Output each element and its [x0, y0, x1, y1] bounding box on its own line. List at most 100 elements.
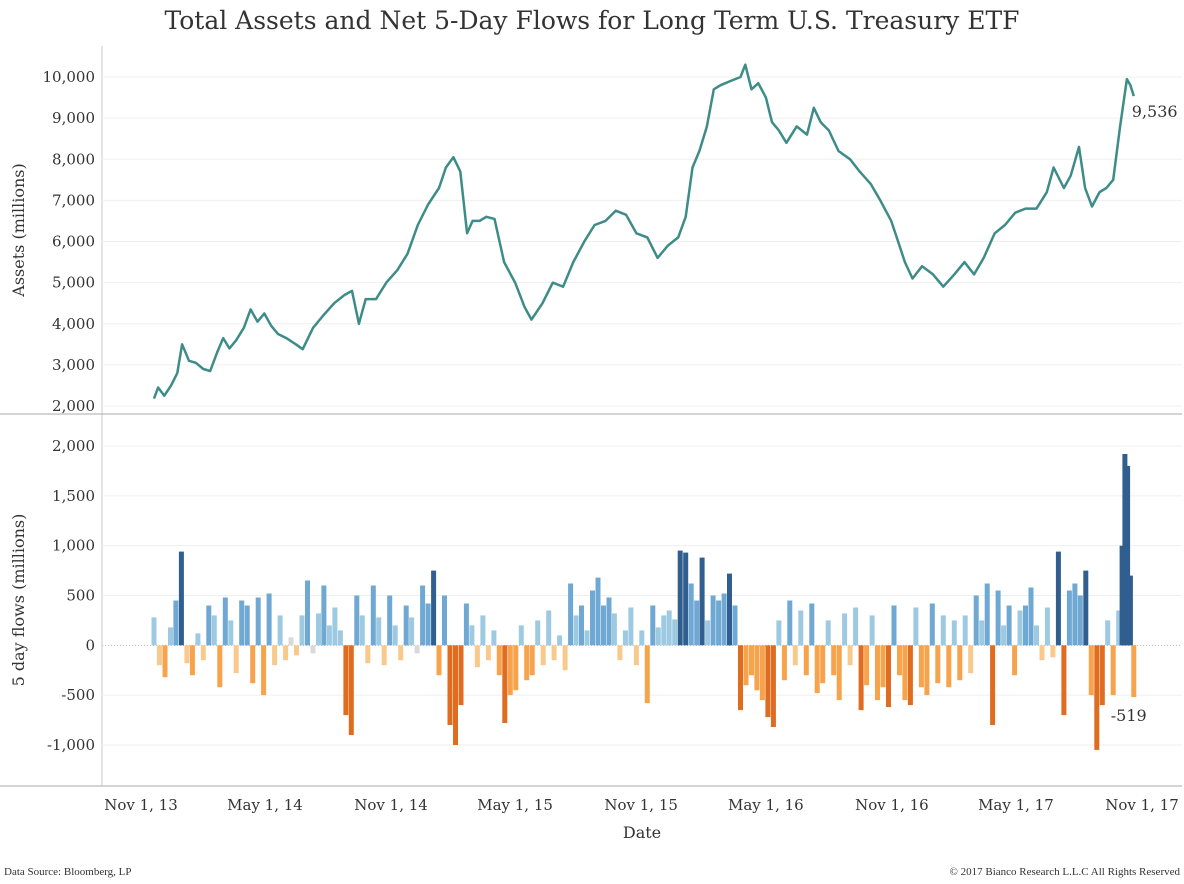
flow-bar — [299, 615, 305, 646]
flow-bar — [365, 645, 371, 664]
flow-bar — [727, 573, 732, 646]
flows-axis-title: 5 day flows (millions) — [9, 514, 28, 687]
flow-bar — [562, 645, 568, 671]
flow-bar — [453, 645, 458, 745]
assets-tick-label: 8,000 — [52, 150, 95, 168]
flow-bar — [1001, 625, 1007, 646]
flow-bar — [858, 645, 864, 711]
flow-bar — [759, 645, 765, 701]
flow-bar — [979, 620, 985, 646]
flow-bar — [1110, 645, 1116, 696]
flow-bar — [1066, 590, 1072, 646]
flow-bar — [1083, 570, 1089, 646]
flow-bar — [442, 595, 447, 646]
flow-bar — [529, 645, 535, 676]
flow-bar — [568, 583, 574, 646]
flow-bar — [661, 615, 667, 646]
flow-bar — [485, 645, 491, 661]
flow-bar — [173, 600, 179, 646]
flow-bar — [436, 645, 442, 676]
flow-bar — [425, 603, 431, 646]
flow-bar — [842, 613, 848, 646]
flows-tick-label: 0 — [85, 636, 95, 654]
flow-bar — [655, 627, 661, 646]
flow-bar — [770, 645, 776, 727]
flow-bar — [820, 645, 826, 684]
x-tick-label: Nov 1, 15 — [604, 796, 678, 814]
x-tick-label: Nov 1, 17 — [1105, 796, 1179, 814]
flow-bar — [217, 645, 223, 688]
flow-bar — [513, 645, 519, 691]
assets-tick-label: 7,000 — [52, 191, 95, 209]
flow-bar — [584, 630, 590, 646]
flow-bar — [206, 605, 212, 646]
flows-tick-label: -1,000 — [47, 736, 95, 754]
flow-bar — [831, 645, 837, 676]
flow-bar — [316, 613, 321, 646]
data-source-note: Data Source: Bloomberg, LP — [4, 866, 132, 878]
flow-bar — [409, 617, 415, 646]
flows-tick-label: 500 — [66, 587, 95, 605]
flow-bar — [886, 645, 891, 708]
assets-line — [152, 63, 1135, 400]
chart-title: Total Assets and Net 5-Day Flows for Lon… — [164, 6, 1020, 35]
flow-bar — [875, 645, 880, 701]
flow-bar — [644, 645, 650, 704]
flows-last-value-label: -519 — [1111, 706, 1147, 725]
flow-bar — [518, 625, 524, 646]
flow-bar — [803, 645, 809, 676]
assets-tick-label: 5,000 — [52, 274, 95, 292]
flow-bar — [1116, 610, 1122, 646]
flow-bar — [710, 595, 716, 646]
flow-bar — [266, 593, 272, 646]
flow-bar — [1119, 545, 1125, 646]
flow-bar — [694, 600, 700, 646]
flow-bar — [381, 645, 387, 666]
flow-bar — [853, 607, 859, 646]
assets-series-line — [152, 63, 1135, 400]
flow-bar — [162, 645, 168, 678]
flow-bar — [326, 625, 332, 646]
flow-bar — [951, 620, 957, 646]
flow-bar — [1012, 645, 1018, 676]
flow-bar — [1072, 583, 1078, 646]
flow-bar — [787, 600, 793, 646]
flow-bar — [376, 617, 382, 646]
flow-bar — [332, 607, 338, 646]
flows-tick-label: -500 — [61, 686, 95, 704]
flows-gridlines — [102, 445, 1182, 746]
flow-bar — [677, 550, 683, 646]
assets-gridlines — [102, 76, 1182, 407]
flow-bar — [1131, 645, 1137, 697]
x-tick-label: Nov 1, 14 — [354, 796, 428, 814]
flow-bar — [968, 645, 974, 674]
flow-bar — [864, 645, 870, 686]
flow-bar — [228, 620, 234, 646]
flow-bar — [617, 645, 623, 661]
flow-bar — [902, 645, 908, 701]
flow-bar — [1006, 605, 1012, 646]
flow-bar — [480, 615, 486, 646]
flow-bar — [535, 620, 541, 646]
flow-bar — [496, 645, 502, 676]
flow-bar — [716, 600, 722, 646]
flow-bar — [392, 625, 398, 646]
flow-bar — [1044, 607, 1050, 646]
flow-bar — [398, 645, 404, 661]
flow-bar — [244, 605, 250, 646]
flow-bar — [601, 605, 606, 646]
flow-bar — [984, 583, 990, 646]
flow-bar — [765, 645, 771, 718]
flow-bar — [239, 600, 245, 646]
flow-bar — [929, 603, 935, 646]
flow-bar — [474, 645, 480, 668]
axis-labels: 2,000 3,000 4,000 5,000 6,000 7,000 8,000 9,000… — [9, 68, 1179, 842]
flow-bar — [935, 645, 941, 684]
flow-bar — [255, 597, 261, 646]
flow-bar — [633, 645, 639, 666]
flow-bar — [1122, 454, 1128, 646]
flow-bar — [310, 645, 316, 654]
flow-bar — [233, 645, 239, 674]
flow-bar — [1028, 587, 1034, 646]
